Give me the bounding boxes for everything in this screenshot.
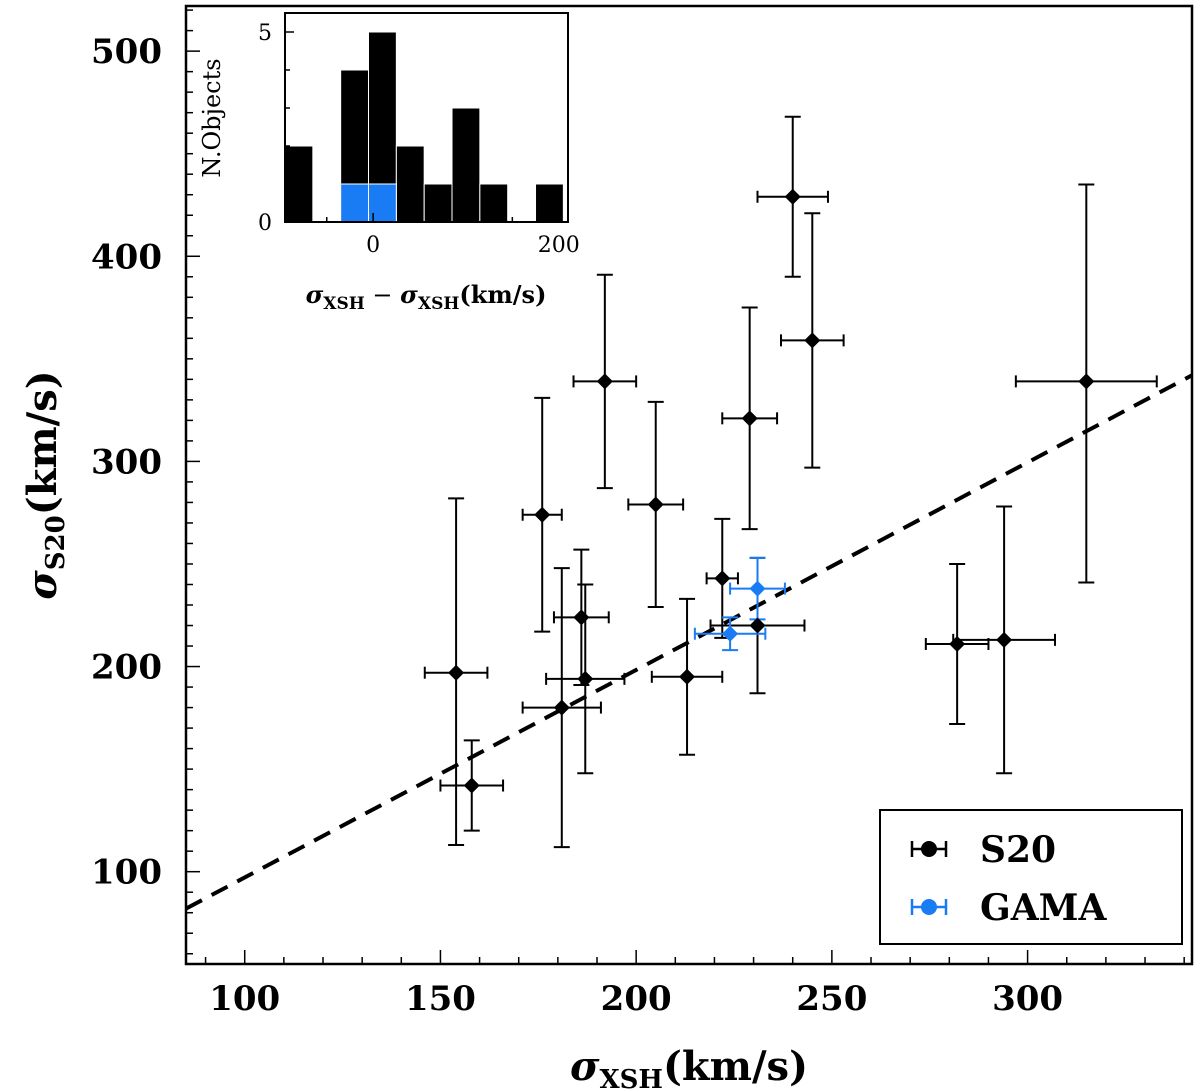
data-point-s20 (1078, 373, 1095, 390)
x-tick-label: 300 (992, 979, 1063, 1019)
data-point-s20 (714, 570, 731, 587)
data-point-s20 (741, 410, 758, 427)
inset-frame (284, 12, 569, 223)
data-point-s20 (448, 664, 465, 681)
data-point-s20 (749, 617, 766, 634)
x-tick-label: 100 (209, 979, 280, 1019)
legend-box (879, 809, 1183, 945)
data-point-s20 (577, 670, 594, 687)
data-point-s20 (996, 631, 1013, 648)
data-points (448, 188, 1095, 794)
data-point-gama (749, 580, 766, 597)
data-point-s20 (949, 635, 966, 652)
inset-y-tick-label: 5 (258, 21, 272, 46)
inset-bar (395, 145, 425, 223)
legend-gama-label: GAMA (980, 887, 1108, 929)
inset-axis-ticks: 0 200 0 5 (258, 21, 580, 258)
y-tick-label: 300 (91, 442, 162, 482)
legend-entry-s20: S20 (910, 829, 1056, 871)
data-point-s20 (679, 668, 696, 685)
data-point-s20 (534, 506, 551, 523)
error-bars (423, 115, 1158, 849)
inset-y-tick-label: 0 (258, 211, 272, 236)
inset-x-tick-label: 200 (538, 233, 580, 258)
inset-x-axis-title: σXSH − σXSH(km/s) (306, 280, 547, 314)
legend-s20-label: S20 (980, 829, 1056, 871)
x-tick-label: 150 (405, 979, 476, 1019)
legend-s20-marker (921, 841, 937, 857)
x-tick-label: 250 (796, 979, 867, 1019)
inset-bar (451, 107, 481, 223)
y-tick-label: 500 (91, 32, 162, 72)
data-point-s20 (573, 609, 590, 626)
y-tick-label: 100 (91, 853, 162, 893)
inset-bar-highlight (340, 183, 370, 223)
data-point-s20 (596, 373, 613, 390)
legend: S20 GAMA (879, 809, 1183, 945)
y-tick-label: 400 (91, 237, 162, 277)
legend-entry-gama: GAMA (910, 887, 1108, 929)
data-point-s20 (553, 699, 570, 716)
data-point-gama (722, 625, 739, 642)
x-axis-title: σXSH(km/s) (570, 1043, 808, 1089)
data-point-s20 (463, 777, 480, 794)
y-axis-title: σS20(km/s) (19, 370, 71, 600)
reference-dashed-line (186, 373, 1192, 911)
inset-y-axis-title: N.Objects (198, 58, 226, 177)
inset-x-tick-label: 0 (366, 233, 380, 258)
data-point-s20 (784, 188, 801, 205)
y-tick-label: 200 (91, 648, 162, 688)
inset-bar (479, 183, 509, 223)
plot-frame (184, 4, 1194, 966)
inset-bar (423, 183, 453, 223)
data-point-s20 (804, 332, 821, 349)
x-tick-label: 200 (601, 979, 672, 1019)
inset-histogram: 0 200 0 5 σXSH − σXSH(km/s) N.Objects (198, 12, 580, 314)
data-point-s20 (647, 496, 664, 513)
legend-gama-marker (921, 899, 937, 915)
